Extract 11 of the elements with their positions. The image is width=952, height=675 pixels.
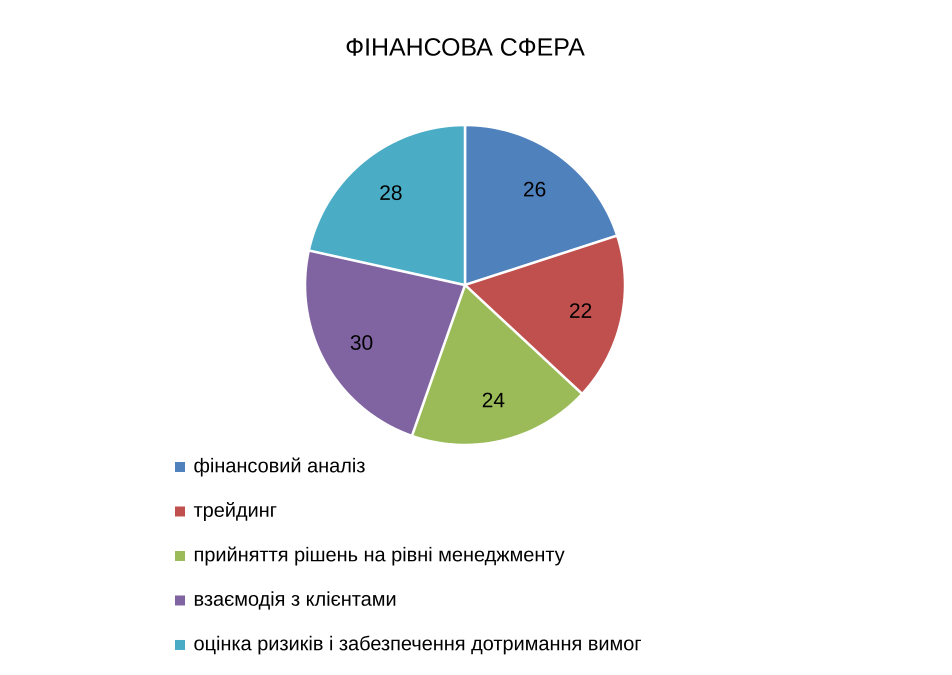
- data-label: 22: [570, 303, 592, 318]
- legend-label: трейдинг: [194, 502, 276, 521]
- data-label: 26: [524, 182, 546, 197]
- legend-label: прийняття рішень на рівні менеджменту: [194, 546, 565, 566]
- data-label: 24: [482, 392, 504, 408]
- legend-label: взаємодія з клієнтами: [194, 591, 396, 610]
- chart-title: ФІНАНСОВА СФЕРА: [346, 38, 585, 56]
- legend-label: оцінка ризиків і забезпечення дотримання вимог: [194, 636, 642, 654]
- data-label: 28: [380, 185, 402, 200]
- data-label: 30: [350, 335, 372, 350]
- legend-label: фінансовий аналіз: [194, 458, 365, 476]
